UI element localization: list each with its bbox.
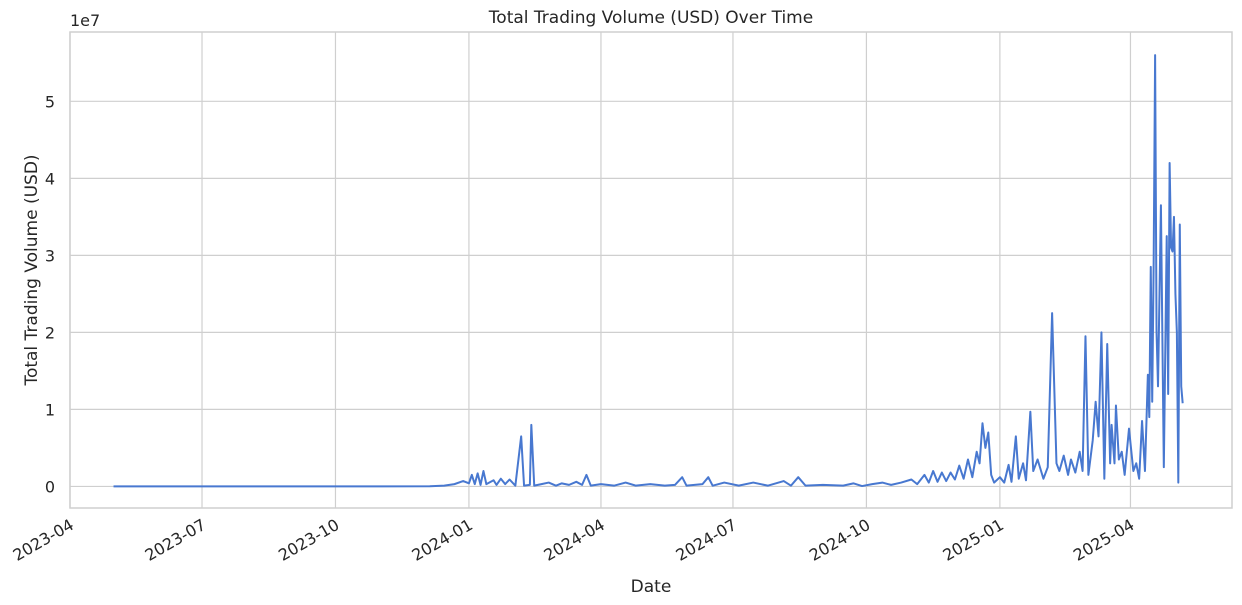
y-tick-label: 1 — [45, 400, 55, 419]
y-tick-label: 2 — [45, 323, 55, 342]
x-tick-label: 2024-10 — [806, 515, 873, 565]
y-tick-label: 3 — [45, 246, 55, 265]
x-tick-label: 2024-07 — [673, 515, 740, 565]
y-offset-label: 1e7 — [70, 11, 100, 30]
x-tick-label: 2023-10 — [275, 515, 342, 565]
chart-title: Total Trading Volume (USD) Over Time — [488, 8, 813, 28]
series-line — [113, 54, 1184, 488]
y-gridlines — [70, 100, 1232, 488]
x-tick-labels: 2023-04 2023-07 2023-10 2024-01 2024-04 2024-… — [10, 515, 1138, 565]
x-tick-label: 2024-04 — [541, 515, 608, 565]
x-tick-label: 2023-04 — [10, 515, 77, 565]
x-gridlines — [69, 32, 1132, 508]
x-tick-label: 2023-07 — [142, 515, 209, 565]
x-axis-label: Date — [631, 577, 672, 597]
series-layer — [113, 54, 1184, 488]
y-tick-label: 4 — [45, 169, 55, 188]
x-tick-label: 2025-01 — [939, 515, 1006, 565]
y-tick-labels: 0 1 2 3 4 5 — [45, 92, 55, 496]
plot-frame — [69, 31, 1233, 509]
y-tick-label: 0 — [45, 477, 55, 496]
x-tick-label: 2025-04 — [1070, 515, 1137, 565]
x-tick-label: 2024-01 — [409, 515, 476, 565]
y-axis-label: Total Trading Volume (USD) — [22, 154, 42, 386]
y-tick-label: 5 — [45, 92, 55, 111]
